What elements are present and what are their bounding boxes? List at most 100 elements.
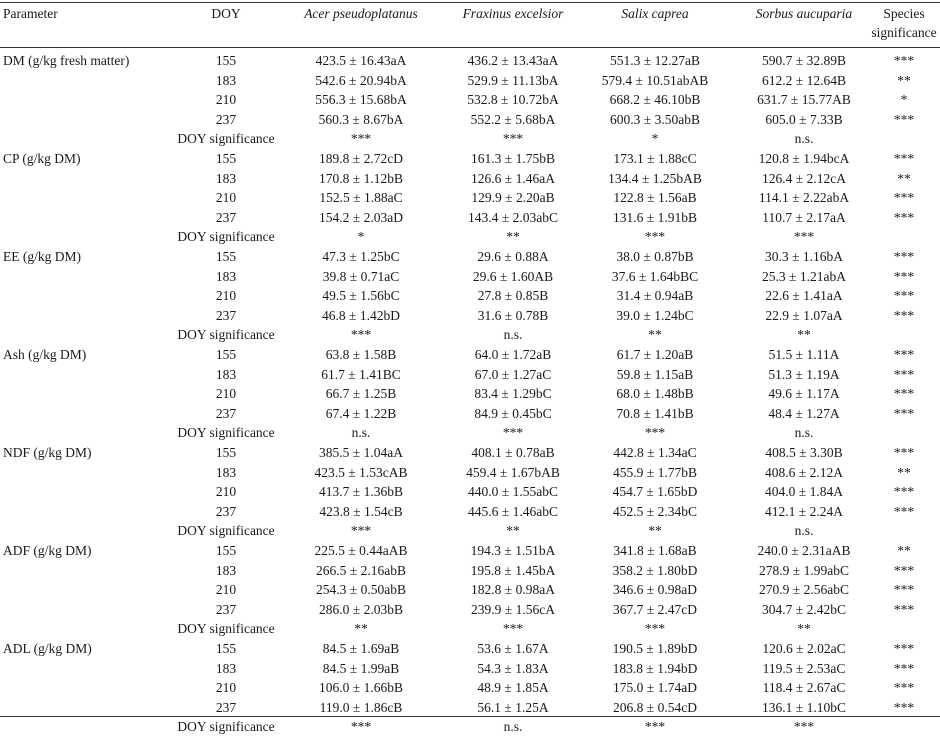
value-cell-salix: 452.5 ± 2.34bC xyxy=(613,503,697,519)
value-cell-acer: 423.8 ± 1.54cB xyxy=(319,503,403,519)
species-significance-cell: *** xyxy=(893,190,915,206)
value-cell-acer: 47.3 ± 1.25bC xyxy=(322,249,400,264)
value-cell-sorbus: 631.7 ± 15.77AB xyxy=(757,92,851,108)
doy-cell: 210 xyxy=(215,288,237,304)
value-cell-acer: 286.0 ± 2.03bB xyxy=(319,601,403,617)
value-cell-fraxinus: 161.3 ± 1.75bB xyxy=(471,151,555,166)
species-significance-cell: * xyxy=(900,92,908,108)
parameter-label: ADF (g/kg DM) xyxy=(3,543,92,558)
doy-significance-acer: *** xyxy=(350,327,372,343)
value-cell-fraxinus: 56.1 ± 1.25A xyxy=(477,699,549,715)
doy-significance-label: DOY significance xyxy=(177,523,275,539)
value-cell-fraxinus: 532.8 ± 10.72bA xyxy=(467,92,559,108)
value-cell-sorbus: 126.4 ± 2.12cA xyxy=(762,170,846,186)
value-cell-fraxinus: 239.9 ± 1.56cA xyxy=(471,601,555,617)
doy-cell: 210 xyxy=(215,92,237,108)
doy-significance-sorbus: *** xyxy=(793,229,815,245)
parameter-label: EE (g/kg DM) xyxy=(3,249,81,264)
value-cell-salix: 175.0 ± 1.74aD xyxy=(613,680,697,696)
species-significance-cell: *** xyxy=(893,366,915,382)
value-cell-sorbus: 278.9 ± 1.99abC xyxy=(759,562,849,578)
doy-cell: 237 xyxy=(215,209,237,225)
species-significance-cell: *** xyxy=(893,386,915,402)
top-rule xyxy=(0,2,940,3)
parameter-label: Ash (g/kg DM) xyxy=(3,347,87,362)
doy-significance-sorbus: n.s. xyxy=(794,425,814,441)
doy-cell: 155 xyxy=(215,151,237,166)
doy-cell: 210 xyxy=(215,386,237,402)
species-significance-cell: *** xyxy=(893,641,915,656)
doy-significance-label: DOY significance xyxy=(177,719,275,735)
header-species-fraxinus: Fraxinus excelsior xyxy=(462,6,564,21)
doy-cell: 155 xyxy=(215,347,237,362)
species-significance-cell: ** xyxy=(897,170,911,186)
value-cell-salix: 37.6 ± 1.64bBC xyxy=(611,268,699,284)
value-cell-sorbus: 51.3 ± 1.19A xyxy=(768,366,840,382)
doy-significance-salix: *** xyxy=(644,425,666,441)
doy-significance-acer: n.s. xyxy=(351,425,371,441)
value-cell-fraxinus: 440.0 ± 1.55abC xyxy=(468,484,558,500)
species-significance-cell: *** xyxy=(893,249,915,264)
header-species-significance-line1: Species xyxy=(883,6,925,21)
header-parameter: Parameter xyxy=(3,6,58,21)
value-cell-salix: 668.2 ± 46.10bB xyxy=(609,92,701,108)
doy-significance-fraxinus: n.s. xyxy=(503,719,523,735)
value-cell-fraxinus: 195.8 ± 1.45bA xyxy=(470,562,556,578)
value-cell-acer: 225.5 ± 0.44aAB xyxy=(314,543,408,558)
value-cell-sorbus: 590.7 ± 32.89B xyxy=(762,53,846,68)
value-cell-sorbus: 404.0 ± 1.84A xyxy=(765,484,843,500)
doy-significance-acer: *** xyxy=(350,523,372,539)
species-significance-cell: *** xyxy=(893,53,915,68)
value-cell-acer: 170.8 ± 1.12bB xyxy=(319,170,403,186)
value-cell-sorbus: 22.9 ± 1.07aA xyxy=(765,307,843,323)
value-cell-acer: 106.0 ± 1.66bB xyxy=(319,680,403,696)
value-cell-acer: 542.6 ± 20.94bA xyxy=(315,72,407,88)
value-cell-salix: 206.8 ± 0.54cD xyxy=(613,699,697,715)
value-cell-sorbus: 136.1 ± 1.10bC xyxy=(762,699,846,715)
value-cell-fraxinus: 436.2 ± 13.43aA xyxy=(467,53,559,68)
doy-cell: 210 xyxy=(215,484,237,500)
parameter-label: NDF (g/kg DM) xyxy=(3,445,92,460)
value-cell-fraxinus: 129.9 ± 2.20aB xyxy=(471,190,555,206)
value-cell-salix: 134.4 ± 1.25bAB xyxy=(608,170,702,186)
doy-significance-fraxinus: *** xyxy=(502,131,524,147)
value-cell-sorbus: 25.3 ± 1.21abA xyxy=(762,268,846,284)
value-cell-salix: 59.8 ± 1.15aB xyxy=(616,366,694,382)
value-cell-salix: 341.8 ± 1.68aB xyxy=(613,543,697,558)
doy-significance-acer: * xyxy=(357,229,365,245)
doy-significance-sorbus: n.s. xyxy=(794,523,814,539)
value-cell-acer: 46.8 ± 1.42bD xyxy=(322,307,400,323)
species-significance-cell: *** xyxy=(893,405,915,421)
doy-significance-salix: *** xyxy=(644,229,666,245)
doy-significance-salix: ** xyxy=(648,523,662,539)
doy-significance-label: DOY significance xyxy=(177,131,275,147)
species-significance-cell: *** xyxy=(893,151,915,166)
doy-significance-label: DOY significance xyxy=(177,425,275,441)
species-significance-cell: *** xyxy=(893,680,915,696)
header-species-sorbus: Sorbus aucuparia xyxy=(755,6,853,21)
doy-cell: 210 xyxy=(215,680,237,696)
value-cell-acer: 49.5 ± 1.56bC xyxy=(322,288,400,304)
bottom-rule xyxy=(0,716,940,717)
value-cell-sorbus: 22.6 ± 1.41aA xyxy=(765,288,843,304)
header-species-acer: Acer pseudoplatanus xyxy=(304,6,418,21)
value-cell-salix: 579.4 ± 10.51abAB xyxy=(601,72,709,88)
value-cell-sorbus: 119.5 ± 2.53aC xyxy=(762,660,846,676)
value-cell-salix: 131.6 ± 1.91bB xyxy=(613,209,697,225)
doy-significance-salix: *** xyxy=(644,621,666,637)
species-significance-cell: *** xyxy=(893,268,915,284)
value-cell-salix: 600.3 ± 3.50abB xyxy=(610,111,700,127)
value-cell-acer: 84.5 ± 1.99aB xyxy=(322,660,400,676)
header-species-significance-line2: significance xyxy=(871,25,937,40)
value-cell-sorbus: 49.6 ± 1.17A xyxy=(768,386,840,402)
doy-significance-fraxinus: *** xyxy=(502,621,524,637)
doy-cell: 155 xyxy=(215,53,237,68)
value-cell-salix: 183.8 ± 1.94bD xyxy=(612,660,698,676)
doy-significance-salix: *** xyxy=(644,719,666,735)
species-significance-cell: *** xyxy=(893,562,915,578)
value-cell-acer: 39.8 ± 0.71aC xyxy=(322,268,400,284)
value-cell-fraxinus: 182.8 ± 0.98aA xyxy=(471,582,555,598)
parameter-label: DM (g/kg fresh matter) xyxy=(3,53,130,68)
value-cell-sorbus: 304.7 ± 2.42bC xyxy=(762,601,846,617)
